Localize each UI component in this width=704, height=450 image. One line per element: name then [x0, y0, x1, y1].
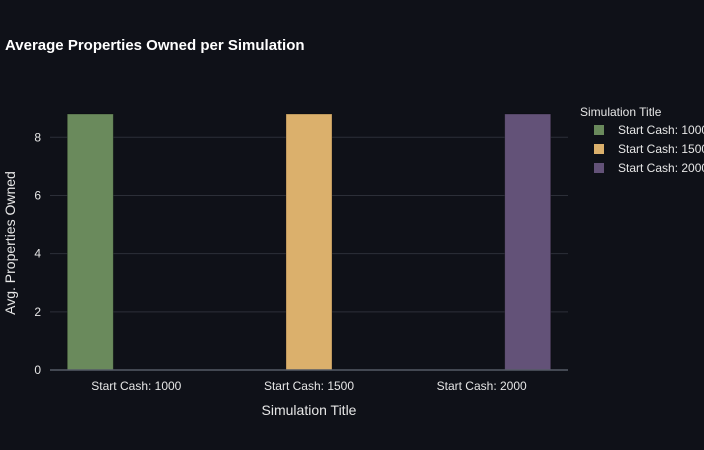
y-tick-label: 4 [34, 247, 41, 261]
legend-label[interactable]: Start Cash: 1000 [618, 123, 704, 137]
x-tick-label: Start Cash: 2000 [437, 379, 527, 393]
x-tick-label: Start Cash: 1000 [91, 379, 181, 393]
legend-swatch [594, 125, 604, 135]
bar[interactable] [67, 114, 113, 370]
legend-title: Simulation Title [580, 105, 662, 119]
legend-swatch [594, 163, 604, 173]
legend-label[interactable]: Start Cash: 2000 [618, 161, 704, 175]
legend-swatch [594, 144, 604, 154]
chart-title: Average Properties Owned per Simulation [5, 37, 305, 54]
bar[interactable] [286, 114, 332, 370]
y-axis-title: Avg. Properties Owned [2, 171, 18, 315]
bar[interactable] [505, 114, 551, 370]
y-tick-label: 0 [34, 363, 41, 377]
y-tick-label: 8 [34, 130, 41, 144]
x-axis-title: Simulation Title [262, 402, 357, 418]
y-tick-label: 6 [34, 188, 41, 202]
legend-label[interactable]: Start Cash: 1500 [618, 142, 704, 156]
y-tick-label: 2 [34, 305, 41, 319]
x-tick-label: Start Cash: 1500 [264, 379, 354, 393]
x-tick-labels: Start Cash: 1000 Start Cash: 1500 Start Ca… [91, 379, 527, 393]
